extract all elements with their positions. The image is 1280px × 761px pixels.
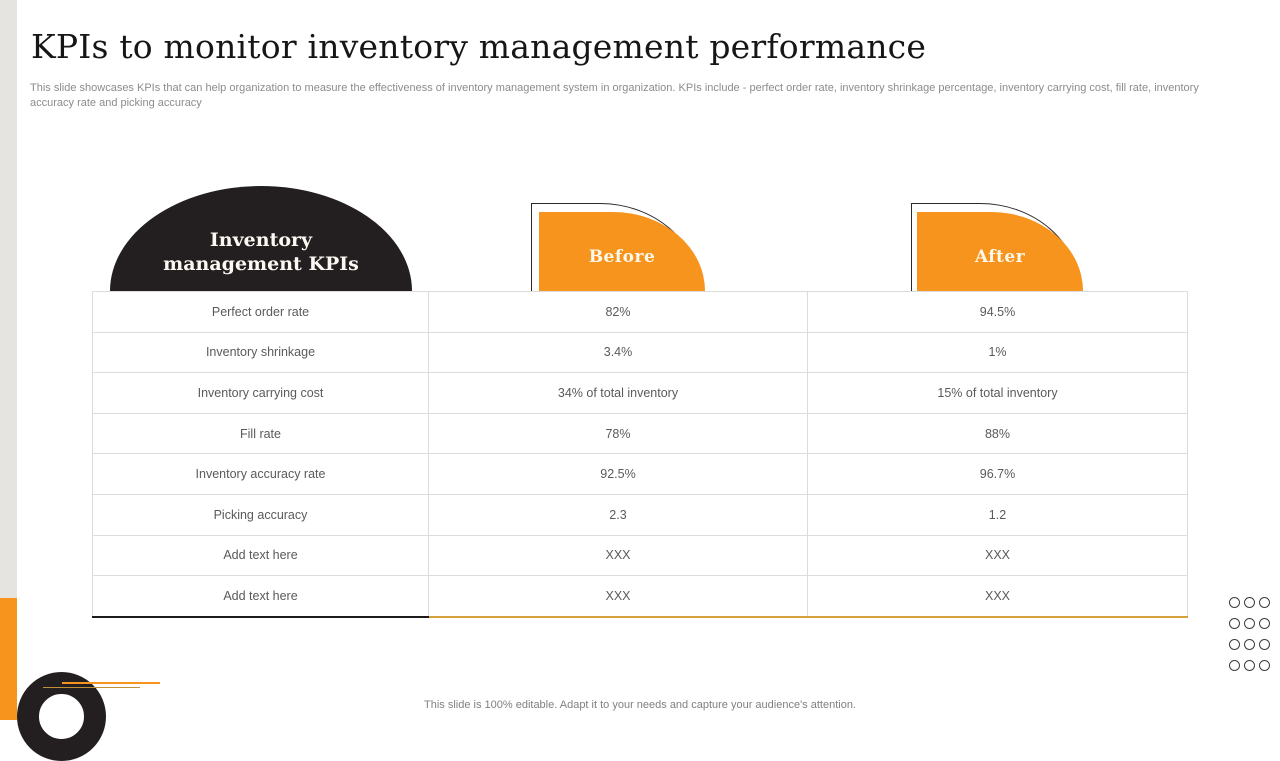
kpi-name-cell: Inventory carrying cost: [92, 372, 429, 414]
before-value-cell: 3.4%: [428, 331, 808, 374]
kpi-name-cell: Add text here: [92, 534, 429, 577]
kpi-table: Perfect order rate 82% 94.5% Inventory shri…: [92, 291, 1188, 618]
after-value-cell: 94.5%: [807, 291, 1188, 333]
dot-icon: [1259, 618, 1270, 629]
table-row: Add text here XXX XXX: [92, 534, 1188, 577]
after-value-cell: 1%: [807, 331, 1188, 374]
left-edge-orange-bar: [0, 598, 17, 720]
kpi-name-cell: Picking accuracy: [92, 493, 429, 536]
dot-icon: [1259, 597, 1270, 608]
before-value-cell: 78%: [428, 412, 808, 455]
table-row: Add text here XXX XXX: [92, 575, 1188, 618]
table-row: Perfect order rate 82% 94.5%: [92, 291, 1188, 333]
dot-icon: [1229, 639, 1240, 650]
after-header-label: After: [974, 246, 1026, 267]
after-value-cell: XXX: [807, 534, 1188, 577]
table-row: Inventory carrying cost 34% of total inve…: [92, 372, 1188, 414]
before-value-cell: 82%: [428, 291, 808, 333]
before-value-cell: 2.3: [428, 493, 808, 536]
before-value-cell: XXX: [428, 575, 808, 618]
dot-icon: [1259, 639, 1270, 650]
kpi-name-cell: Add text here: [92, 575, 429, 618]
kpi-table-body: Perfect order rate 82% 94.5% Inventory shri…: [92, 291, 1188, 618]
gold-line-decoration: [43, 687, 140, 688]
after-value-cell: 96.7%: [807, 453, 1188, 495]
kpi-header-label: Inventory management KPIs: [163, 228, 359, 275]
after-value-cell: 88%: [807, 412, 1188, 455]
dot-icon: [1229, 660, 1240, 671]
slide-title: KPIs to monitor inventory management per…: [31, 27, 927, 66]
kpi-name-cell: Perfect order rate: [92, 291, 429, 333]
kpi-name-cell: Inventory accuracy rate: [92, 453, 429, 495]
dot-icon: [1229, 597, 1240, 608]
table-row: Inventory shrinkage 3.4% 1%: [92, 331, 1188, 374]
dot-icon: [1259, 660, 1270, 671]
dot-icon: [1244, 639, 1255, 650]
footer-note: This slide is 100% editable. Adapt it to…: [424, 699, 856, 711]
after-value-cell: 1.2: [807, 493, 1188, 536]
dot-grid-decoration: [1229, 597, 1270, 671]
orange-line-decoration: [62, 682, 160, 684]
dot-icon: [1229, 618, 1240, 629]
dot-icon: [1244, 660, 1255, 671]
dot-icon: [1244, 618, 1255, 629]
after-value-cell: 15% of total inventory: [807, 372, 1188, 414]
before-header-tab: Before: [539, 212, 705, 291]
kpi-header-semicircle: Inventory management KPIs: [110, 186, 412, 291]
kpi-name-cell: Fill rate: [92, 412, 429, 455]
after-value-cell: XXX: [807, 575, 1188, 618]
before-value-cell: XXX: [428, 534, 808, 577]
table-row: Inventory accuracy rate 92.5% 96.7%: [92, 453, 1188, 495]
slide-subtitle: This slide showcases KPIs that can help …: [30, 82, 1199, 109]
before-value-cell: 34% of total inventory: [428, 372, 808, 414]
table-row: Picking accuracy 2.3 1.2: [92, 493, 1188, 536]
before-value-cell: 92.5%: [428, 453, 808, 495]
left-edge-gray-bar: [0, 0, 17, 598]
ring-decoration: [17, 672, 106, 761]
before-header-label: Before: [588, 246, 656, 267]
after-header-tab: After: [917, 212, 1083, 291]
dot-icon: [1244, 597, 1255, 608]
table-row: Fill rate 78% 88%: [92, 412, 1188, 455]
kpi-name-cell: Inventory shrinkage: [92, 331, 429, 374]
